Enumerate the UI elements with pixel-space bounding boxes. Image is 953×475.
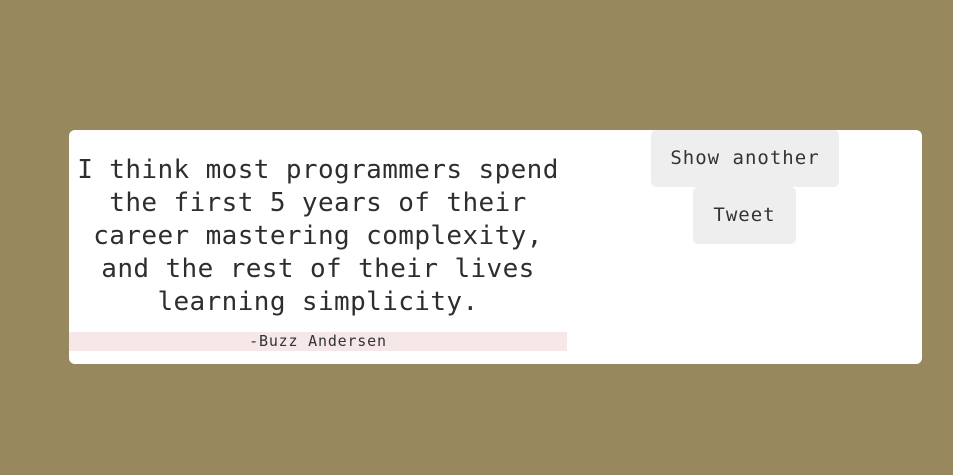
quote-author: -Buzz Andersen [69,332,567,351]
show-another-button[interactable]: Show another [651,130,839,187]
quote-section: I think most programmers spend the first… [69,130,567,364]
quote-text: I think most programmers spend the first… [77,155,559,317]
tweet-button[interactable]: Tweet [693,187,796,244]
quote-card: I think most programmers spend the first… [69,130,922,364]
